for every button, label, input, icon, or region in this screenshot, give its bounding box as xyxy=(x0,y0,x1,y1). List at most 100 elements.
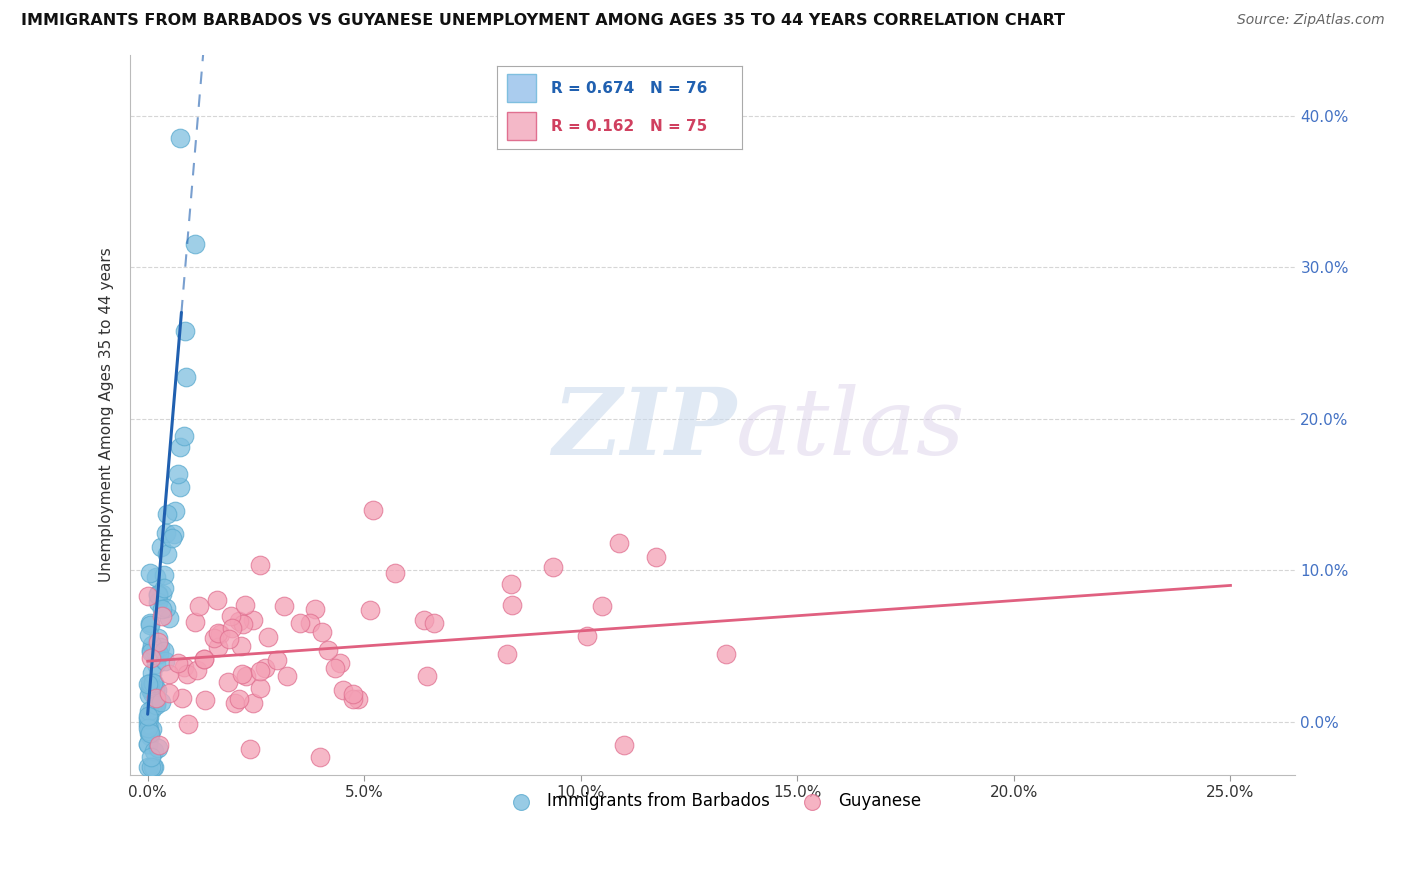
Immigrants from Barbados xyxy=(148,647,170,661)
Immigrants from Barbados xyxy=(138,677,160,691)
Guyanese xyxy=(332,683,354,698)
Text: Source: ZipAtlas.com: Source: ZipAtlas.com xyxy=(1237,13,1385,28)
Guyanese xyxy=(186,663,208,677)
Guyanese xyxy=(239,741,262,756)
Guyanese xyxy=(184,615,207,629)
Immigrants from Barbados xyxy=(149,640,172,654)
Immigrants from Barbados xyxy=(139,616,162,631)
Guyanese xyxy=(276,669,298,683)
Immigrants from Barbados xyxy=(169,131,191,145)
Guyanese xyxy=(249,664,271,678)
Guyanese xyxy=(304,602,326,616)
Immigrants from Barbados xyxy=(169,440,191,454)
Immigrants from Barbados xyxy=(174,324,197,338)
Text: ZIP: ZIP xyxy=(553,384,737,475)
Guyanese xyxy=(249,558,271,573)
Guyanese xyxy=(416,669,439,683)
Guyanese xyxy=(194,693,217,707)
Immigrants from Barbados xyxy=(143,675,166,690)
Guyanese xyxy=(141,651,163,665)
Guyanese xyxy=(273,599,295,613)
Immigrants from Barbados xyxy=(139,726,162,740)
Guyanese xyxy=(242,614,264,628)
Immigrants from Barbados xyxy=(139,679,162,693)
Immigrants from Barbados xyxy=(138,688,160,702)
Guyanese xyxy=(172,691,194,706)
Immigrants from Barbados xyxy=(136,717,159,731)
Guyanese xyxy=(207,626,229,640)
Immigrants from Barbados xyxy=(142,760,165,774)
Immigrants from Barbados xyxy=(146,632,169,646)
Immigrants from Barbados xyxy=(136,738,159,752)
Guyanese xyxy=(228,614,250,628)
Immigrants from Barbados xyxy=(141,665,163,680)
Immigrants from Barbados xyxy=(141,645,163,659)
Guyanese xyxy=(359,603,381,617)
Guyanese xyxy=(219,609,242,624)
Immigrants from Barbados xyxy=(138,710,160,724)
Immigrants from Barbados xyxy=(136,721,159,735)
Immigrants from Barbados xyxy=(143,644,166,658)
Guyanese xyxy=(422,615,444,630)
Guyanese xyxy=(249,681,271,695)
Guyanese xyxy=(342,691,364,706)
Guyanese xyxy=(209,627,232,641)
Immigrants from Barbados xyxy=(152,644,174,658)
Guyanese xyxy=(177,717,200,731)
Immigrants from Barbados xyxy=(153,567,176,582)
Immigrants from Barbados xyxy=(145,682,167,697)
Guyanese xyxy=(714,647,737,661)
Guyanese xyxy=(644,549,666,564)
Guyanese xyxy=(299,615,322,630)
Guyanese xyxy=(235,669,257,683)
Guyanese xyxy=(412,613,434,627)
Immigrants from Barbados xyxy=(136,709,159,723)
Guyanese xyxy=(193,652,215,666)
Immigrants from Barbados xyxy=(173,429,195,443)
Immigrants from Barbados xyxy=(139,566,162,580)
Immigrants from Barbados xyxy=(153,654,176,668)
Guyanese xyxy=(229,639,252,653)
Immigrants from Barbados xyxy=(139,618,162,632)
Immigrants from Barbados xyxy=(163,527,186,541)
Y-axis label: Unemployment Among Ages 35 to 44 years: Unemployment Among Ages 35 to 44 years xyxy=(100,248,114,582)
Guyanese xyxy=(311,625,333,640)
Guyanese xyxy=(193,651,215,665)
Guyanese xyxy=(384,566,406,580)
Guyanese xyxy=(253,661,276,675)
Immigrants from Barbados xyxy=(174,369,197,384)
Immigrants from Barbados xyxy=(150,602,173,616)
Text: atlas: atlas xyxy=(737,384,966,475)
Guyanese xyxy=(233,599,256,613)
Immigrants from Barbados xyxy=(160,531,183,545)
Guyanese xyxy=(309,750,332,764)
Immigrants from Barbados xyxy=(150,587,173,601)
Guyanese xyxy=(173,660,195,674)
Guyanese xyxy=(361,502,384,516)
Guyanese xyxy=(501,576,523,591)
Immigrants from Barbados xyxy=(142,760,165,774)
Immigrants from Barbados xyxy=(146,682,169,697)
Guyanese xyxy=(176,667,198,681)
Immigrants from Barbados xyxy=(142,744,165,758)
Immigrants from Barbados xyxy=(138,723,160,738)
Legend: Immigrants from Barbados, Guyanese: Immigrants from Barbados, Guyanese xyxy=(498,786,928,817)
Guyanese xyxy=(205,593,228,607)
Immigrants from Barbados xyxy=(141,722,163,736)
Guyanese xyxy=(157,686,180,700)
Guyanese xyxy=(157,666,180,681)
Immigrants from Barbados xyxy=(138,718,160,732)
Immigrants from Barbados xyxy=(138,737,160,751)
Guyanese xyxy=(166,656,188,670)
Immigrants from Barbados xyxy=(139,729,162,743)
Immigrants from Barbados xyxy=(141,681,163,695)
Guyanese xyxy=(266,653,288,667)
Text: IMMIGRANTS FROM BARBADOS VS GUYANESE UNEMPLOYMENT AMONG AGES 35 TO 44 YEARS CORR: IMMIGRANTS FROM BARBADOS VS GUYANESE UNE… xyxy=(21,13,1066,29)
Guyanese xyxy=(217,674,239,689)
Immigrants from Barbados xyxy=(153,581,176,595)
Guyanese xyxy=(145,691,167,706)
Guyanese xyxy=(316,643,339,657)
Guyanese xyxy=(242,696,264,710)
Guyanese xyxy=(188,599,211,614)
Immigrants from Barbados xyxy=(139,676,162,690)
